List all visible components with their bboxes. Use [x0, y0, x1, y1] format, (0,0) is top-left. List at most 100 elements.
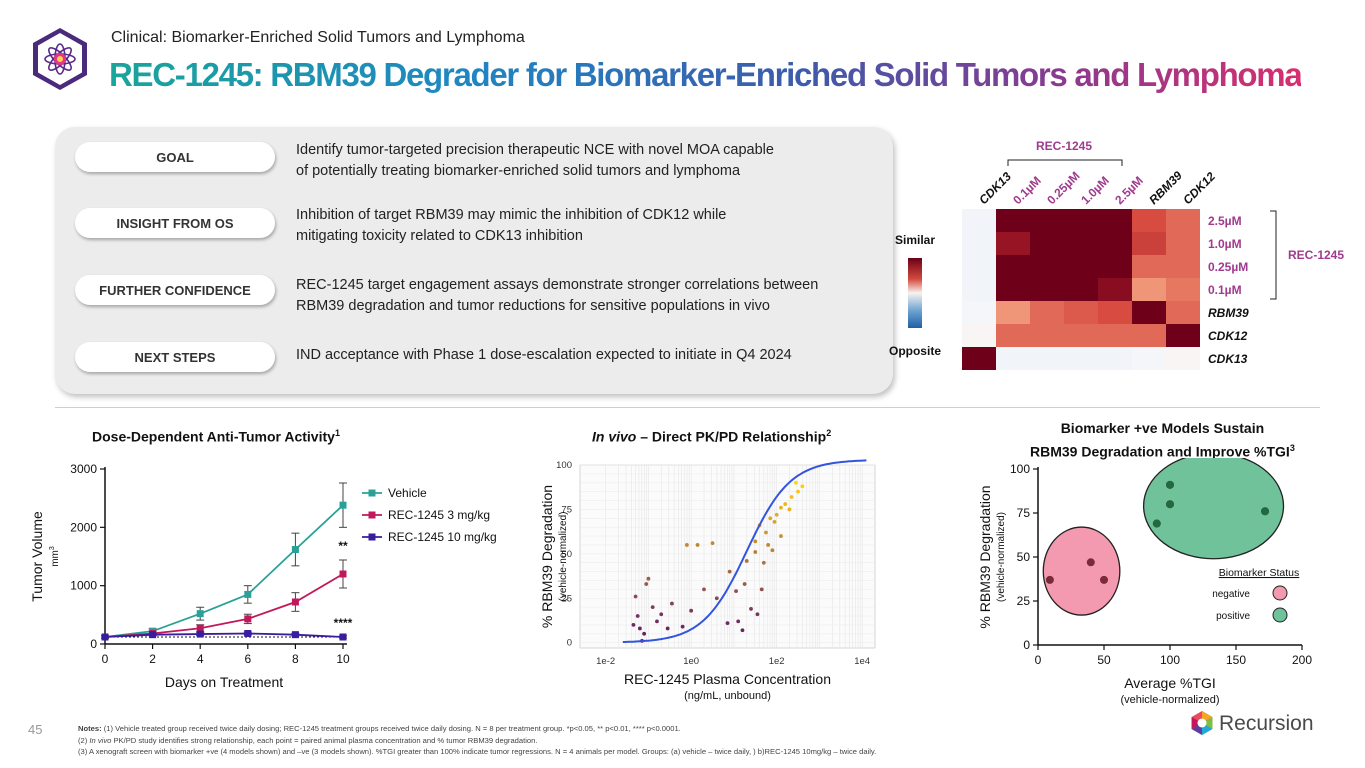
scale-low-label: Opposite [889, 344, 941, 358]
heatmap-cell [962, 278, 996, 301]
data-point [725, 621, 730, 626]
heatmap-cell [962, 209, 996, 232]
y-tick-label: 75 [1017, 506, 1031, 520]
data-point [291, 631, 299, 639]
y-tick-label: 75 [561, 504, 572, 515]
heatmap-cell [1064, 278, 1098, 301]
heatmap-cell [996, 209, 1030, 232]
top-group-label: REC-1245 [1036, 139, 1092, 153]
data-point [646, 576, 651, 581]
x-tick-label: 150 [1226, 653, 1246, 667]
heatmap-cell [1064, 347, 1098, 370]
heatmap-cell [1098, 324, 1132, 347]
data-point [759, 587, 764, 592]
heatmap-cell [1132, 255, 1166, 278]
data-point [1045, 575, 1054, 584]
data-point [291, 598, 299, 606]
heatmap-row-label: 0.25µM [1208, 260, 1248, 274]
heatmap-cell [1030, 324, 1064, 347]
series-line [104, 632, 344, 638]
heatmap-col-label: 2.5µM [1112, 173, 1146, 207]
heatmap-cell [1132, 301, 1166, 324]
heatmap-cell [1064, 232, 1098, 255]
y-axis-subtitle: (vehicle-normalized) [996, 512, 1007, 602]
heatmap-cell [996, 301, 1030, 324]
data-point [742, 582, 747, 586]
insight-pill: INSIGHT FROM OS [75, 208, 275, 238]
x-tick-label: 4 [197, 652, 204, 666]
data-point [695, 543, 700, 547]
heatmap-row-label: 2.5µM [1208, 214, 1242, 228]
x-tick-label: 2 [149, 652, 156, 666]
y-tick-label: 25 [1017, 594, 1031, 608]
data-point [1100, 575, 1108, 584]
data-point [633, 594, 638, 599]
data-point [631, 623, 636, 627]
positive-cluster-ellipse [1142, 458, 1285, 560]
right-bracket [1270, 210, 1277, 300]
section-divider [55, 407, 1320, 408]
heatmap-cell [1064, 324, 1098, 347]
x-tick-label: 1e4 [854, 656, 870, 667]
y-tick-label: 100 [1010, 462, 1030, 476]
data-point [196, 624, 204, 632]
heatmap-cell [996, 255, 1030, 278]
heatmap-cell [1064, 209, 1098, 232]
heatmap-cell [1098, 301, 1132, 324]
data-point [291, 546, 299, 553]
series-line [104, 573, 344, 638]
data-point [1086, 558, 1095, 567]
scale-high-label: Similar [895, 233, 935, 247]
heatmap-cell [1166, 347, 1200, 370]
legend-label: positive [1216, 611, 1250, 622]
confidence-pill: FURTHER CONFIDENCE [75, 275, 275, 305]
data-point [659, 612, 664, 617]
chart2-title: In vivo – Direct PK/PD Relationship2 [592, 428, 832, 445]
data-point [766, 543, 771, 547]
heatmap-col-label: 1.0µM [1078, 173, 1112, 207]
y-tick-label: 3000 [70, 462, 97, 476]
data-point [764, 530, 768, 535]
data-point [736, 619, 741, 624]
data-point [753, 539, 758, 544]
y-tick-label: 25 [561, 593, 572, 604]
x-tick-label: 6 [244, 652, 251, 666]
data-point [744, 559, 749, 563]
tgi-scatter-chart: 0 50 100 150 200 0 25 50 75 100 Biomarker Status ne… [977, 458, 1312, 706]
data-point [635, 614, 640, 618]
data-point [714, 596, 719, 601]
data-point [783, 502, 788, 506]
negative-cluster-ellipse [1042, 526, 1121, 616]
heatmap-col-label: CDK13 [976, 169, 1014, 207]
x-tick-label: 200 [1292, 653, 1312, 667]
significance-annotation: **** [334, 616, 353, 630]
data-point [740, 628, 745, 633]
heatmap-cell [1166, 209, 1200, 232]
data-point [244, 615, 252, 623]
heatmap-cell [962, 324, 996, 347]
data-point [702, 587, 706, 592]
data-point [753, 550, 758, 554]
legend-marker [368, 533, 376, 541]
x-tick-label: 0 [1035, 653, 1042, 667]
heatmap-col-label: RBM39 [1146, 168, 1185, 207]
heatmap-cell [1166, 278, 1200, 301]
heatmap-cell [1098, 209, 1132, 232]
y-tick-label: 50 [1017, 550, 1031, 564]
heatmap-cell [1098, 347, 1132, 370]
confidence-text: REC-1245 target engagement assays demons… [296, 277, 819, 314]
data-point [339, 570, 347, 578]
data-point [779, 505, 783, 510]
legend-marker [368, 511, 376, 519]
data-point [244, 590, 252, 598]
y-tick-label: 2000 [70, 520, 97, 534]
heatmap-row-label: CDK12 [1208, 329, 1248, 343]
x-axis-subtitle: (vehicle-normalized) [1120, 694, 1219, 706]
data-point [796, 489, 800, 494]
data-point [642, 631, 647, 636]
colour-scale-bar [908, 258, 922, 328]
data-point [196, 610, 204, 618]
recursion-mark-icon [1191, 711, 1213, 735]
tumor-volume-chart: 0 2 4 6 8 10 0 1000 2000 3000 Vehicle REC-1245 3 mg… [29, 462, 497, 690]
legend-title: Biomarker Status [1219, 567, 1300, 579]
